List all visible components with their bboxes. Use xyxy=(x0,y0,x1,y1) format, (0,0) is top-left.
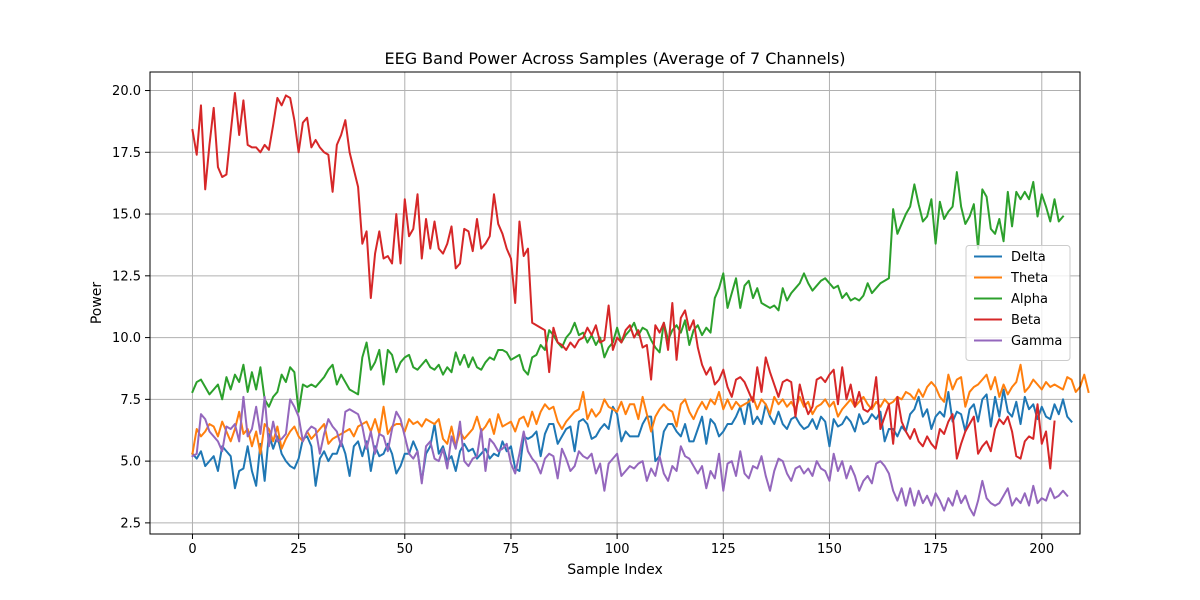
y-tick-label: 5.0 xyxy=(120,455,141,470)
x-tick-label: 175 xyxy=(923,542,948,557)
series-line-beta xyxy=(191,92,1056,470)
chart-title: EEG Band Power Across Samples (Average o… xyxy=(384,49,845,68)
y-tick-label: 7.5 xyxy=(120,393,141,408)
legend-label-theta: Theta xyxy=(1010,271,1048,286)
axis-ticks: 0 25 50 75 100 125 150 175 200 2.5 5.0 7.5 10.0 12.5 1… xyxy=(112,84,1054,557)
y-axis-label: Power xyxy=(89,282,105,325)
y-tick-label: 12.5 xyxy=(112,269,141,284)
y-tick-label: 15.0 xyxy=(112,208,141,223)
x-tick-label: 200 xyxy=(1029,542,1054,557)
x-tick-label: 100 xyxy=(605,542,630,557)
legend-box xyxy=(965,245,1071,361)
series-line-gamma xyxy=(191,395,1069,517)
legend: Delta Theta Alpha Beta Gamma xyxy=(965,245,1071,361)
y-tick-label: 2.5 xyxy=(120,516,141,531)
x-tick-label: 0 xyxy=(188,542,196,557)
axes-frame xyxy=(149,71,1081,535)
x-axis-label: Sample Index xyxy=(567,562,662,578)
y-tick-label: 10.0 xyxy=(112,331,141,346)
x-tick-label: 50 xyxy=(397,542,414,557)
legend-label-gamma: Gamma xyxy=(1011,334,1062,349)
x-tick-label: 75 xyxy=(503,542,520,557)
grid xyxy=(150,72,1080,534)
y-tick-label: 20.0 xyxy=(112,84,141,99)
legend-label-delta: Delta xyxy=(1011,250,1046,265)
series-line-delta xyxy=(191,388,1073,490)
y-tick-label: 17.5 xyxy=(112,146,141,161)
x-tick-label: 125 xyxy=(711,542,736,557)
x-tick-label: 25 xyxy=(290,542,307,557)
x-tick-label: 150 xyxy=(817,542,842,557)
plot-lines xyxy=(191,92,1090,517)
legend-label-alpha: Alpha xyxy=(1011,292,1048,307)
legend-label-beta: Beta xyxy=(1011,313,1041,328)
series-line-alpha xyxy=(191,171,1065,413)
